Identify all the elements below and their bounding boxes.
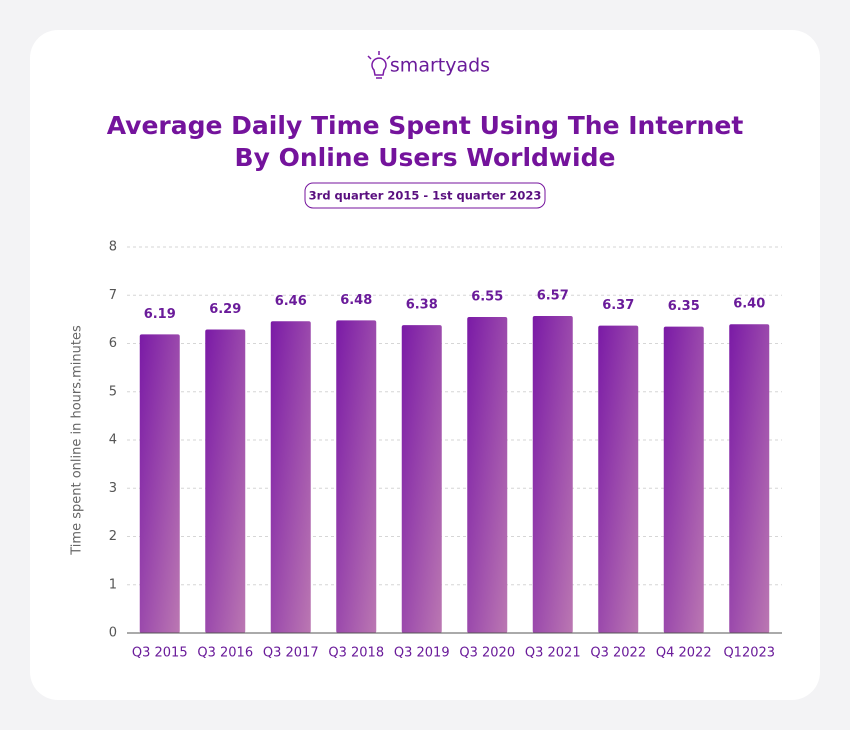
bar	[598, 325, 639, 633]
value-label: 6.29	[209, 302, 241, 317]
value-label: 6.55	[471, 289, 503, 304]
chart-title: By Online Users Worldwide	[235, 143, 616, 172]
x-tick-label: Q3 2018	[328, 646, 384, 661]
y-tick-label: 7	[109, 288, 117, 303]
bar	[401, 325, 442, 633]
bar	[467, 316, 508, 633]
bar	[270, 321, 311, 633]
x-tick-label: Q3 2017	[263, 646, 319, 661]
value-label: 6.35	[668, 299, 700, 314]
y-tick-label: 6	[109, 336, 117, 351]
y-axis-title: Time spent online in hours.minutes	[70, 325, 85, 556]
x-tick-label: Q3 2020	[459, 646, 515, 661]
x-tick-label: Q3 2019	[394, 646, 450, 661]
x-tick-label: Q3 2021	[525, 646, 581, 661]
y-tick-label: 4	[109, 433, 117, 448]
x-tick-label: Q12023	[723, 646, 775, 661]
y-tick-label: 5	[109, 384, 117, 399]
x-tick-label: Q4 2022	[656, 646, 712, 661]
bar	[729, 324, 770, 633]
value-label: 6.46	[275, 294, 307, 309]
bar	[205, 329, 246, 633]
logo-text: smartyads	[390, 55, 490, 77]
y-tick-label: 1	[109, 577, 117, 592]
bar	[336, 320, 377, 633]
bar	[663, 326, 704, 633]
value-label: 6.37	[602, 298, 634, 313]
chart-title: Average Daily Time Spent Using The Inter…	[107, 111, 744, 140]
y-tick-label: 0	[109, 626, 117, 641]
value-label: 6.38	[406, 298, 438, 313]
value-label: 6.40	[733, 297, 765, 312]
y-tick-label: 8	[109, 240, 117, 255]
value-label: 6.57	[537, 288, 569, 303]
y-tick-label: 3	[109, 481, 117, 496]
subtitle: 3rd quarter 2015 - 1st quarter 2023	[309, 189, 542, 203]
logo-icon	[367, 51, 391, 79]
bar	[532, 315, 573, 633]
subtitle-box	[304, 182, 546, 209]
bar	[139, 334, 180, 633]
y-tick-label: 2	[109, 529, 117, 544]
value-label: 6.19	[144, 307, 176, 322]
x-tick-label: Q3 2016	[197, 646, 253, 661]
value-label: 6.48	[340, 293, 372, 308]
x-tick-label: Q3 2022	[590, 646, 646, 661]
x-tick-label: Q3 2015	[132, 646, 188, 661]
